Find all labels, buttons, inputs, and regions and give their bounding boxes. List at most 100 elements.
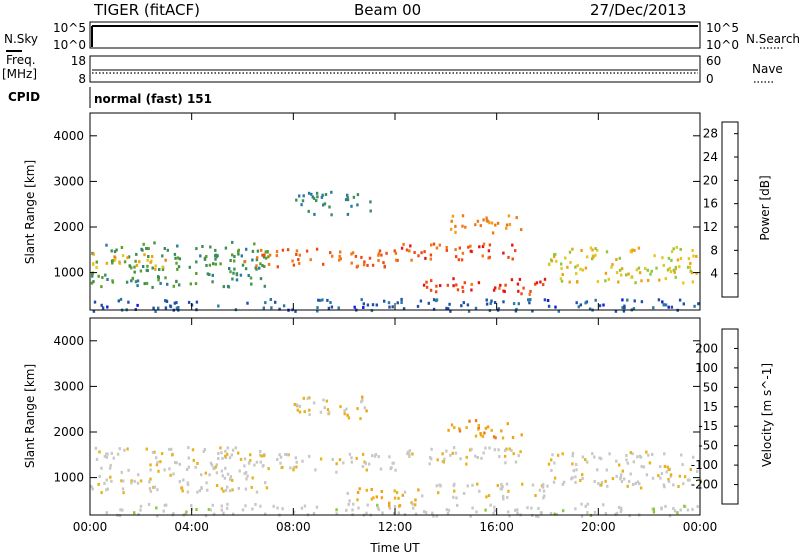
data-cell — [692, 455, 695, 459]
data-cell — [154, 264, 157, 268]
data-cell — [92, 252, 95, 256]
data-cell — [153, 485, 157, 489]
data-cell — [514, 460, 518, 464]
data-cell — [140, 247, 143, 251]
data-cell — [621, 306, 624, 310]
data-cell — [476, 482, 479, 486]
data-cell — [477, 424, 480, 427]
data-cell — [393, 496, 397, 500]
data-cell — [638, 454, 642, 458]
data-cell — [243, 472, 246, 476]
data-cell — [452, 284, 455, 288]
data-cell — [676, 258, 680, 262]
data-cell — [231, 240, 234, 244]
data-cell — [687, 257, 691, 261]
data-cell — [397, 496, 400, 500]
data-cell — [301, 459, 304, 463]
data-cell — [424, 511, 428, 515]
velocity-y-axis: 1000 2000 3000 4000 — [53, 334, 700, 485]
data-cell — [420, 251, 423, 255]
data-cell — [672, 507, 675, 510]
data-cell — [105, 261, 109, 265]
data-cell — [146, 264, 149, 268]
data-cell — [469, 448, 472, 452]
data-cell — [593, 480, 596, 483]
data-cell — [514, 508, 517, 512]
data-cell — [234, 446, 237, 450]
data-cell — [321, 193, 324, 197]
data-cell — [490, 299, 493, 303]
data-cell — [429, 288, 433, 292]
colorbar-tick-label: 100 — [695, 361, 718, 375]
data-cell — [164, 276, 167, 280]
data-cell — [276, 458, 279, 461]
data-cell — [488, 255, 491, 259]
data-cell — [361, 398, 364, 402]
data-cell — [265, 486, 269, 490]
data-cell — [561, 482, 565, 486]
data-cell — [395, 258, 398, 262]
data-cell — [500, 429, 503, 433]
data-cell — [330, 190, 333, 194]
data-cell — [411, 452, 414, 456]
data-cell — [661, 300, 664, 304]
data-cell — [233, 255, 236, 258]
data-cell — [511, 243, 514, 247]
data-cell — [322, 203, 325, 207]
data-cell — [339, 405, 342, 409]
data-cell — [322, 398, 325, 402]
data-cell — [502, 300, 505, 304]
data-cell — [387, 301, 391, 305]
data-cell — [593, 455, 596, 459]
data-cell — [187, 456, 190, 460]
data-cell — [300, 506, 304, 510]
data-cell — [92, 262, 95, 266]
data-cell — [380, 253, 383, 257]
data-cell — [663, 452, 666, 456]
data-cell — [392, 511, 396, 515]
data-cell — [95, 265, 98, 269]
data-cell — [229, 270, 232, 274]
data-cell — [302, 194, 305, 198]
data-cell — [546, 484, 549, 488]
data-cell — [244, 487, 248, 491]
data-cell — [640, 279, 643, 283]
data-cell — [134, 259, 137, 263]
data-cell — [377, 252, 381, 256]
data-cell — [254, 266, 257, 270]
data-cell — [362, 302, 365, 306]
nsky-tick-bottom: 10^0 — [53, 38, 86, 52]
data-cell — [370, 309, 374, 313]
data-cell — [267, 255, 270, 259]
data-cell — [505, 226, 508, 230]
data-cell — [274, 300, 277, 304]
data-cell — [537, 515, 540, 518]
data-cell — [435, 514, 438, 518]
data-cell — [568, 250, 572, 254]
data-cell — [615, 459, 618, 463]
data-cell — [446, 283, 449, 287]
data-cell — [429, 456, 432, 459]
data-cell — [443, 457, 446, 461]
data-cell — [119, 297, 123, 301]
data-cell — [542, 489, 546, 493]
data-cell — [667, 305, 670, 309]
data-cell — [145, 281, 149, 285]
data-cell — [377, 259, 380, 262]
data-cell — [520, 292, 523, 296]
data-cell — [97, 482, 100, 486]
data-cell — [335, 470, 338, 474]
data-cell — [256, 256, 259, 260]
data-cell — [692, 254, 695, 258]
data-cell — [611, 477, 615, 481]
data-cell — [222, 511, 225, 515]
data-cell — [347, 416, 351, 420]
data-cell — [503, 454, 507, 458]
data-cell — [435, 246, 439, 250]
data-cell — [338, 458, 342, 462]
data-cell — [584, 301, 587, 305]
data-cell — [98, 450, 101, 454]
data-cell — [431, 511, 434, 515]
data-cell — [471, 506, 474, 510]
data-cell — [435, 298, 439, 302]
